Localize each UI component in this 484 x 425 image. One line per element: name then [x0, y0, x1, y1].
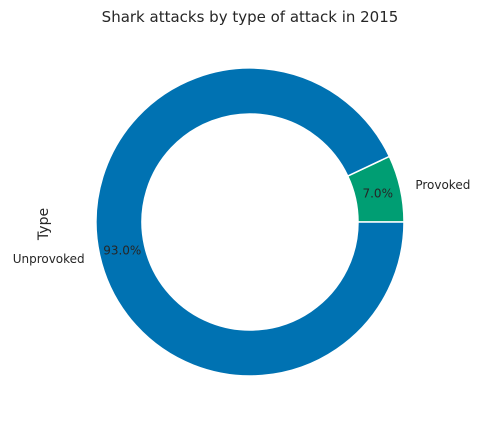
- slice-pct-unprovoked: 93.0%: [103, 244, 141, 258]
- slice-unprovoked: [95, 67, 405, 377]
- slice-label-provoked: Provoked: [415, 178, 470, 192]
- slice-label-unprovoked: Unprovoked: [13, 252, 85, 266]
- chart-title: Shark attacks by type of attack in 2015: [102, 8, 399, 26]
- slice-pct-provoked: 7.0%: [362, 186, 393, 200]
- y-axis-label: Type: [36, 208, 52, 241]
- slices-group: [95, 67, 405, 377]
- labels-group: Provoked 7.0% Unprovoked 93.0%: [13, 178, 471, 266]
